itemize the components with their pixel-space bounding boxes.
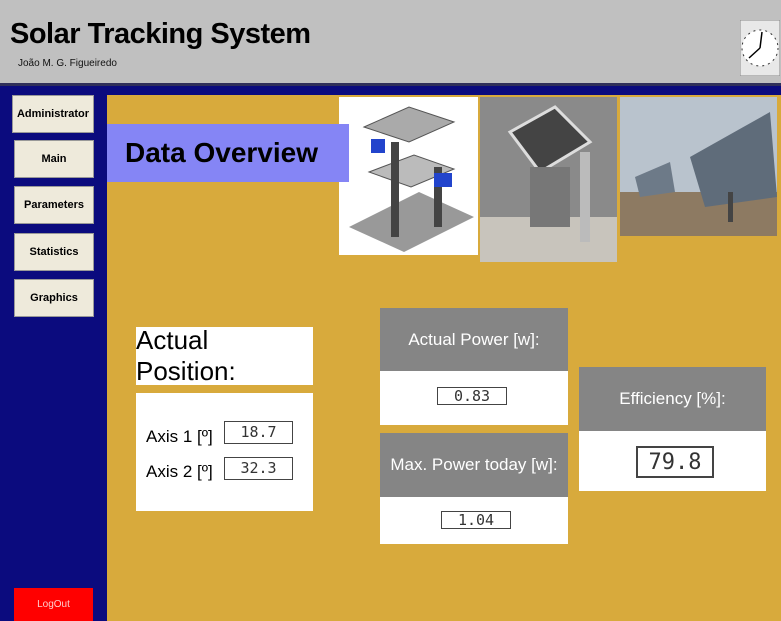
position-box bbox=[136, 393, 313, 511]
page-heading: Data Overview bbox=[107, 124, 349, 182]
axis-value: 32.3 bbox=[224, 457, 293, 480]
max-power-value: 1.04 bbox=[441, 511, 511, 529]
efficiency-value: 79.8 bbox=[636, 446, 714, 478]
power-value: 0.83 bbox=[437, 387, 507, 405]
axis-label: Axis 1 [º] bbox=[146, 427, 213, 447]
axis-value: 18.7 bbox=[224, 421, 293, 444]
logout-button[interactable]: LogOut bbox=[14, 588, 93, 621]
page: Solar Tracking System João M. G. Figueir… bbox=[0, 0, 781, 621]
efficiency-label: Efficiency [%]: bbox=[579, 367, 766, 431]
author: João M. G. Figueiredo bbox=[18, 58, 117, 69]
app-title: Solar Tracking System bbox=[10, 18, 311, 51]
nav-button[interactable]: Main bbox=[14, 140, 94, 178]
tracker-photo bbox=[480, 97, 617, 262]
power-label: Actual Power [w]: bbox=[380, 308, 568, 371]
nav-button[interactable]: Graphics bbox=[14, 279, 94, 317]
nav-button[interactable]: Statistics bbox=[14, 233, 94, 271]
cad-image bbox=[339, 97, 478, 255]
axis-label: Axis 2 [º] bbox=[146, 462, 213, 482]
clock-icon bbox=[740, 20, 780, 76]
nav-button[interactable]: Parameters bbox=[14, 186, 94, 224]
max-power-label: Max. Power today [w]: bbox=[380, 433, 568, 497]
field-photo bbox=[620, 97, 777, 236]
nav-button[interactable]: Administrator bbox=[12, 95, 94, 133]
position-heading: Actual Position: bbox=[136, 327, 313, 385]
